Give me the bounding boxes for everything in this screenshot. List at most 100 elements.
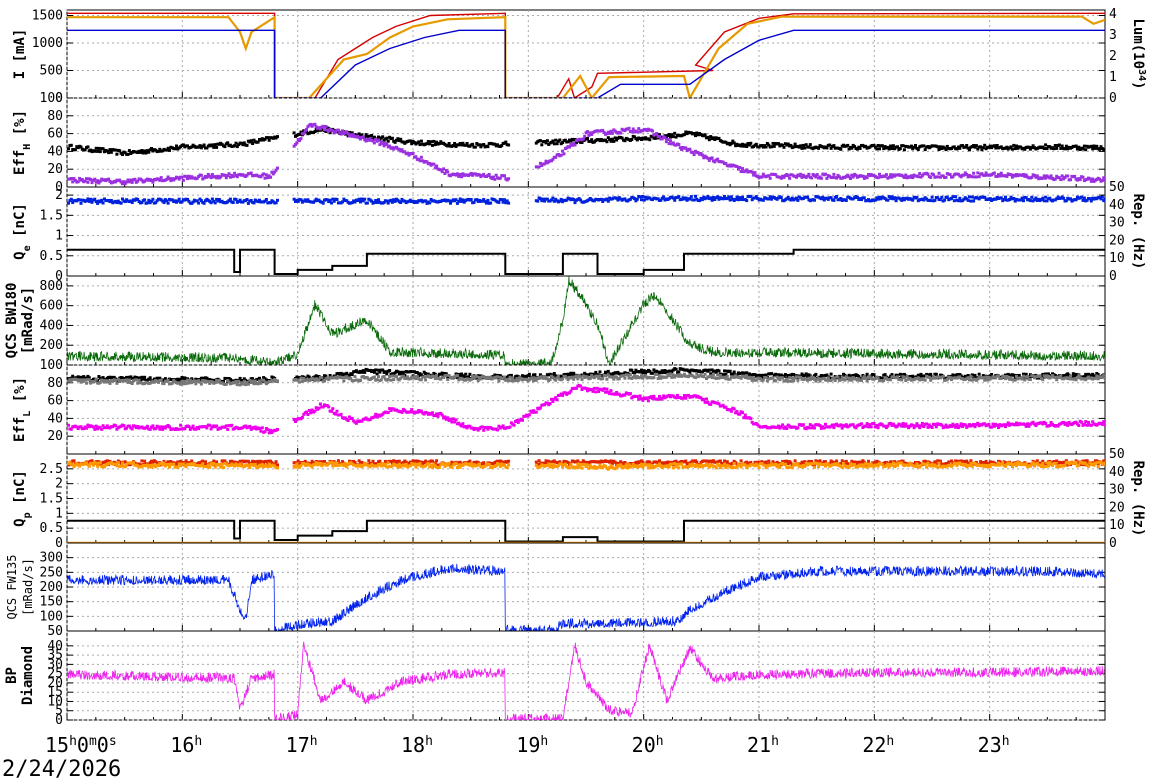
- series-point: [253, 460, 257, 464]
- series-point: [374, 137, 378, 141]
- series-point: [723, 195, 726, 198]
- series-point: [1103, 178, 1105, 182]
- series-point: [873, 198, 877, 202]
- series-point: [908, 376, 912, 380]
- series-point: [217, 379, 221, 382]
- series-point: [623, 139, 627, 143]
- series-point: [963, 171, 967, 175]
- series-point: [772, 144, 776, 148]
- y-axis-label-group: Qe [nC]: [12, 203, 33, 260]
- series-point: [123, 182, 127, 186]
- series-point: [695, 372, 699, 376]
- series-point: [184, 175, 188, 179]
- series-point: [507, 379, 511, 383]
- series-point: [945, 195, 949, 199]
- series-point: [317, 378, 321, 382]
- series-point: [641, 398, 645, 402]
- series-point: [630, 130, 634, 134]
- series-point: [71, 201, 75, 204]
- series-point: [105, 424, 109, 428]
- series-point: [574, 374, 578, 378]
- series-point: [1075, 422, 1079, 426]
- series-point: [1049, 421, 1053, 424]
- series-point: [941, 375, 945, 379]
- series-point: [345, 199, 349, 203]
- series-point: [361, 199, 365, 203]
- series-point: [872, 373, 876, 377]
- series-point: [530, 376, 534, 380]
- series-point: [902, 424, 906, 428]
- series-point: [976, 147, 980, 151]
- series-point: [389, 409, 393, 412]
- series-point: [242, 379, 246, 383]
- series-point: [826, 376, 830, 380]
- series-point: [449, 417, 452, 421]
- series-point: [728, 408, 732, 412]
- series-point: [1022, 372, 1025, 376]
- series-point: [1059, 178, 1063, 182]
- series-point: [68, 378, 72, 382]
- series-point: [1019, 198, 1023, 202]
- series-point: [724, 377, 728, 381]
- series-point: [552, 142, 556, 146]
- series-point: [199, 382, 203, 386]
- series-point: [651, 371, 654, 375]
- series-point: [209, 201, 213, 205]
- series-point: [469, 377, 473, 381]
- series-point: [716, 195, 720, 199]
- series-point: [504, 201, 508, 205]
- series-point: [186, 198, 189, 201]
- series-point: [69, 177, 73, 180]
- series-point: [854, 173, 858, 177]
- series-point: [745, 145, 749, 148]
- series-point: [433, 166, 437, 170]
- series-point: [183, 427, 187, 431]
- series-point: [73, 179, 77, 182]
- series-point: [846, 173, 850, 177]
- series-point: [226, 141, 230, 145]
- y-right-tick-label: 0: [1109, 536, 1117, 551]
- series-point: [916, 175, 920, 179]
- series-point: [860, 198, 863, 202]
- series-point: [1045, 199, 1049, 203]
- series-point: [782, 145, 786, 149]
- series-point: [703, 372, 707, 376]
- series-point: [867, 425, 870, 429]
- series-point: [912, 145, 916, 149]
- series-point: [213, 143, 217, 147]
- series-point: [1100, 422, 1104, 426]
- series-point: [1019, 145, 1023, 149]
- series-point: [190, 145, 194, 149]
- series-point: [788, 176, 792, 180]
- series-point: [615, 138, 619, 142]
- series-point: [1103, 147, 1105, 151]
- series-point: [544, 141, 548, 145]
- series-point: [320, 378, 324, 382]
- series-point: [941, 174, 945, 178]
- series-point: [79, 201, 83, 205]
- series-point: [67, 147, 70, 151]
- series-point: [108, 381, 112, 385]
- series-point: [346, 132, 350, 136]
- series-point: [919, 424, 923, 428]
- series-point: [590, 388, 594, 391]
- series-point: [760, 144, 764, 147]
- series-point: [977, 197, 981, 201]
- series-point: [638, 195, 642, 199]
- series-point: [143, 459, 147, 463]
- series-point: [177, 427, 181, 431]
- series-point: [814, 372, 818, 376]
- series-point: [359, 378, 362, 382]
- series-point: [1013, 147, 1017, 151]
- series-point: [292, 417, 296, 421]
- series-point: [864, 424, 868, 428]
- series-point: [767, 143, 771, 147]
- series-point: [388, 369, 392, 372]
- series-point: [543, 199, 547, 203]
- series-point: [1006, 421, 1010, 425]
- series-point: [97, 146, 101, 150]
- y-axis-label: Qe [nC]: [12, 203, 33, 260]
- series-point: [377, 135, 380, 139]
- series-point: [1053, 376, 1057, 379]
- series-point: [1026, 422, 1030, 426]
